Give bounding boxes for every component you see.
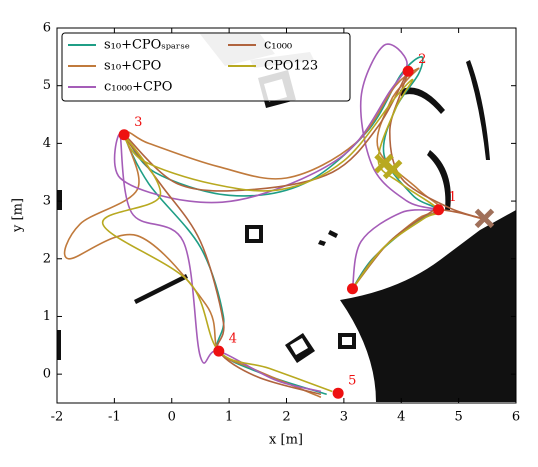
y-tick-label: 5 bbox=[43, 78, 51, 93]
plot-area bbox=[63, 43, 495, 398]
waypoint-label: 5 bbox=[348, 374, 356, 389]
waypoint-label: 1 bbox=[449, 190, 457, 205]
trajectory bbox=[102, 78, 441, 393]
x-axis-label: x [m] bbox=[269, 433, 303, 448]
y-tick-label: 0 bbox=[43, 367, 51, 382]
legend-label: c₁₀₀₀+CPO bbox=[104, 80, 172, 95]
y-tick-label: 3 bbox=[43, 194, 51, 209]
y-axis-label: y [m] bbox=[11, 198, 26, 233]
waypoint bbox=[433, 204, 445, 216]
x-tick-label: 6 bbox=[512, 410, 520, 425]
waypoint bbox=[346, 283, 358, 295]
trajectory bbox=[113, 43, 437, 393]
y-tick-label: 6 bbox=[43, 21, 51, 36]
cross-marker bbox=[382, 159, 403, 180]
x-tick-label: 3 bbox=[340, 410, 348, 425]
waypoint-label: 4 bbox=[229, 332, 237, 347]
x-tick-label: -2 bbox=[51, 410, 64, 425]
x-tick-label: 4 bbox=[397, 410, 405, 425]
trajectory bbox=[123, 69, 483, 396]
waypoint bbox=[332, 387, 344, 399]
waypoint-label: 2 bbox=[418, 52, 426, 67]
x-tick-label: -1 bbox=[108, 410, 121, 425]
y-tick-label: 1 bbox=[43, 309, 51, 324]
layer: -2 -1 0 1 2 3 4 5 6012345612345s₁₀+CPOₛₚₐᵣₛₑs₁₀+… bbox=[43, 21, 520, 425]
waypoint-label: 3 bbox=[134, 115, 142, 130]
legend-label: s₁₀+CPO bbox=[104, 59, 161, 74]
legend-label: CPO123 bbox=[264, 59, 318, 74]
legend: s₁₀+CPOₛₚₐᵣₛₑ s₁₀+CPO c₁₀₀₀+CPO c₁₀₀₀ CPO123 bbox=[61, 32, 351, 102]
legend-label: s₁₀+CPOₛₚₐᵣₛₑ bbox=[104, 38, 190, 53]
x-tick-label: 1 bbox=[225, 410, 233, 425]
cross-marker bbox=[474, 208, 495, 229]
y-tick-label: 2 bbox=[43, 251, 51, 266]
y-tick-label: 4 bbox=[43, 136, 51, 151]
legend-box bbox=[61, 32, 351, 102]
x-tick-label: 5 bbox=[454, 410, 462, 425]
x-tick-label: 2 bbox=[282, 410, 290, 425]
waypoint bbox=[402, 65, 414, 77]
waypoint bbox=[118, 129, 130, 141]
waypoint bbox=[213, 345, 225, 357]
legend-label: c₁₀₀₀ bbox=[264, 38, 292, 53]
x-tick-label: 0 bbox=[168, 410, 176, 425]
trajectory bbox=[63, 67, 443, 398]
